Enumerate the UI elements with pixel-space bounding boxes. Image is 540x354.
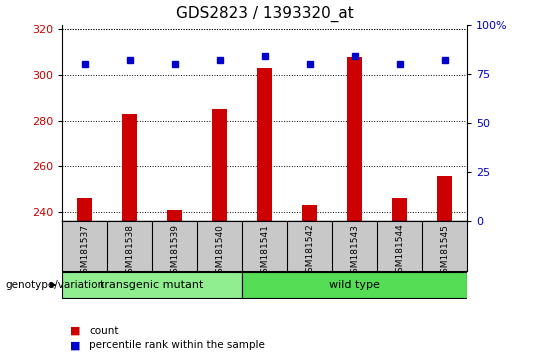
Bar xyxy=(242,272,467,298)
Text: GSM181542: GSM181542 xyxy=(305,224,314,279)
Text: count: count xyxy=(89,326,119,336)
Bar xyxy=(392,198,408,221)
Bar xyxy=(77,198,92,221)
Bar xyxy=(256,68,273,221)
Bar xyxy=(122,114,138,221)
Text: GSM181541: GSM181541 xyxy=(260,224,269,279)
Text: GSM181538: GSM181538 xyxy=(125,224,134,279)
Text: GSM181545: GSM181545 xyxy=(440,224,449,279)
Text: GSM181537: GSM181537 xyxy=(80,224,89,279)
Bar xyxy=(302,205,318,221)
Bar xyxy=(437,176,453,221)
Bar xyxy=(167,210,183,221)
Bar xyxy=(347,57,362,221)
Text: genotype/variation: genotype/variation xyxy=(5,280,105,290)
Text: wild type: wild type xyxy=(329,280,380,290)
Text: ■: ■ xyxy=(70,326,80,336)
Text: GSM181543: GSM181543 xyxy=(350,224,359,279)
Text: GSM181540: GSM181540 xyxy=(215,224,224,279)
Bar xyxy=(62,272,242,298)
Text: ■: ■ xyxy=(70,340,80,350)
Text: GSM181544: GSM181544 xyxy=(395,224,404,279)
Text: GSM181539: GSM181539 xyxy=(170,224,179,279)
Bar xyxy=(212,109,227,221)
Title: GDS2823 / 1393320_at: GDS2823 / 1393320_at xyxy=(176,6,354,22)
Text: transgenic mutant: transgenic mutant xyxy=(100,280,204,290)
Text: percentile rank within the sample: percentile rank within the sample xyxy=(89,340,265,350)
